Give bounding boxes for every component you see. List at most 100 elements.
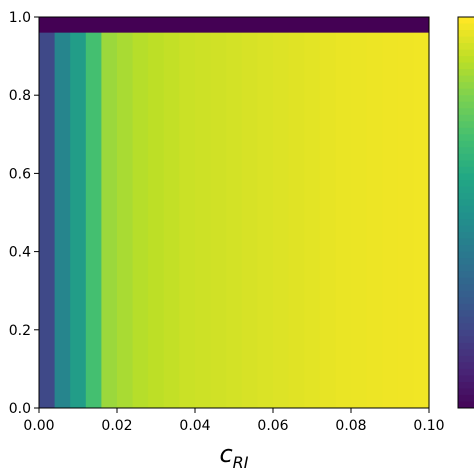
y-axis: 0.0 0.2 0.4 0.6 0.8 1.0: [9, 10, 39, 417]
heatmap-column: [257, 17, 274, 408]
colorbar-segment: [458, 336, 474, 344]
colorbar-segment: [458, 199, 474, 207]
colorbar-segment: [458, 394, 474, 402]
x-tick-label: 0.04: [179, 418, 210, 434]
colorbar: [457, 16, 474, 409]
x-axis-label-main: c: [219, 440, 232, 468]
heatmap-column: [335, 17, 352, 408]
colorbar-segment: [458, 23, 474, 31]
colorbar-segment: [458, 173, 474, 181]
colorbar-segment: [458, 297, 474, 305]
colorbar-segment: [458, 56, 474, 64]
colorbar-segment: [458, 140, 474, 148]
colorbar-segment: [458, 271, 474, 279]
colorbar-segment: [458, 219, 474, 227]
heatmap-column: [195, 17, 212, 408]
x-tick-label: 0.08: [335, 418, 366, 434]
heatmap-column: [132, 17, 149, 408]
colorbar-segment: [458, 277, 474, 285]
heatmap-column: [101, 17, 118, 408]
heatmap-column: [241, 17, 258, 408]
y-tick-label: 1.0: [9, 10, 31, 26]
colorbar-segment: [458, 316, 474, 324]
y-tick-label: 0.2: [9, 323, 31, 339]
heatmap-column: [226, 17, 243, 408]
x-tick-label: 0.00: [23, 418, 54, 434]
colorbar-segment: [458, 186, 474, 194]
heatmap-column: [382, 17, 399, 408]
colorbar-segment: [458, 355, 474, 363]
colorbar-segment: [458, 251, 474, 259]
colorbar-segment: [458, 264, 474, 272]
colorbar-segment: [458, 69, 474, 77]
colorbar-segment: [458, 192, 474, 200]
heatmap-column: [163, 17, 180, 408]
y-tick-label: 0.0: [9, 401, 31, 417]
colorbar-frame: [457, 16, 474, 409]
colorbar-segment: [458, 147, 474, 155]
colorbar-segment: [458, 258, 474, 266]
colorbar-segment: [458, 323, 474, 331]
colorbar-segment: [458, 368, 474, 376]
colorbar-segment: [458, 160, 474, 168]
heatmap-column: [179, 17, 196, 408]
x-tick-label: 0.02: [101, 418, 132, 434]
colorbar-segment: [458, 284, 474, 292]
heatmap-column: [54, 17, 71, 408]
y-tick-label: 0.6: [9, 166, 31, 182]
colorbar-segment: [458, 62, 474, 70]
heatmap-column: [304, 17, 321, 408]
heatmap-column: [351, 17, 368, 408]
colorbar-segment: [458, 82, 474, 90]
heatmap-cells: [39, 17, 430, 408]
heatmap-column: [148, 17, 165, 408]
colorbar-segment: [458, 342, 474, 350]
colorbar-segment: [458, 114, 474, 122]
heatmap-column: [210, 17, 227, 408]
heatmap-column: [413, 17, 430, 408]
colorbar-segment: [458, 349, 474, 357]
heatmap-column: [70, 17, 87, 408]
x-tick-label: 0.06: [257, 418, 288, 434]
colorbar-segment: [458, 381, 474, 389]
heatmap-column: [273, 17, 290, 408]
colorbar-segment: [458, 166, 474, 174]
colorbar-segment: [458, 290, 474, 298]
colorbar-segment: [458, 127, 474, 135]
colorbar-segment: [458, 121, 474, 129]
colorbar-segment: [458, 36, 474, 44]
colorbar-segment: [458, 212, 474, 220]
heatmap-column: [85, 17, 102, 408]
plot-frame: [38, 16, 430, 409]
heatmap-column: [288, 17, 305, 408]
top-band: [39, 17, 429, 33]
x-axis: 0.00 0.02 0.04 0.06 0.08 0.10: [23, 408, 445, 434]
colorbar-segment: [458, 17, 474, 25]
colorbar-segment: [458, 205, 474, 213]
colorbar-segment: [458, 179, 474, 187]
colorbar-segment: [458, 108, 474, 116]
x-tick-label: 0.10: [413, 418, 444, 434]
colorbar-segment: [458, 329, 474, 337]
colorbar-segment: [458, 49, 474, 57]
colorbar-segment: [458, 375, 474, 383]
heatmap-column: [319, 17, 336, 408]
colorbar-segment: [458, 238, 474, 246]
heatmap-column: [117, 17, 134, 408]
x-axis-label: cRI: [219, 440, 248, 472]
colorbar-segment: [458, 30, 474, 38]
heatmap-column: [366, 17, 383, 408]
colorbar-segment: [458, 75, 474, 83]
colorbar-segment: [458, 101, 474, 109]
colorbar-segment: [458, 388, 474, 396]
colorbar-segment: [458, 401, 474, 409]
colorbar-segment: [458, 153, 474, 161]
y-tick-label: 0.8: [9, 88, 31, 104]
heatmap-column: [397, 17, 414, 408]
colorbar-segment: [458, 245, 474, 253]
colorbar-segment: [458, 88, 474, 96]
colorbar-segment: [458, 134, 474, 142]
colorbar-segment: [458, 310, 474, 318]
y-tick-label: 0.4: [9, 245, 31, 261]
